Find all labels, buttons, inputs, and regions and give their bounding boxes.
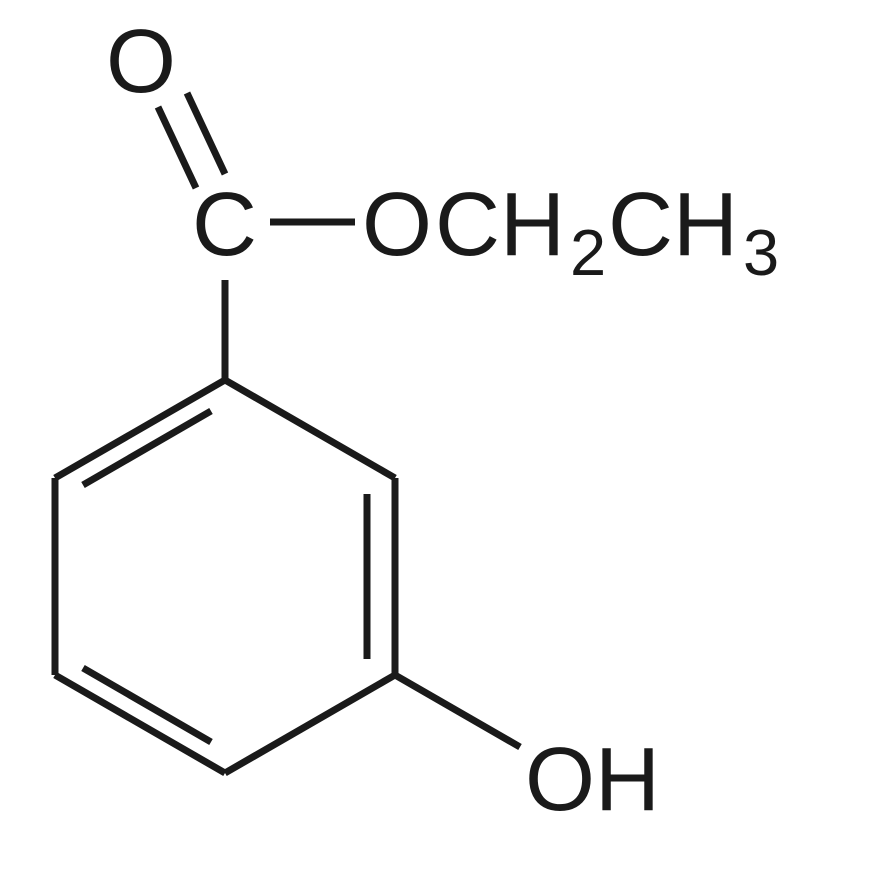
atom-ch2: CH: [435, 175, 565, 275]
bond-to-oh: [395, 675, 520, 747]
atom-ch3-sub: 3: [743, 216, 779, 289]
atom-ch2-sub: 2: [570, 216, 606, 289]
atom-o-carbonyl: O: [106, 12, 176, 112]
bond-ring-6a: [55, 380, 225, 478]
bond-ring-3: [225, 675, 395, 773]
atom-o-ester: O: [362, 175, 432, 275]
atom-oh: OH: [525, 730, 660, 830]
chemical-structure-svg: O C O CH 2 CH 3 OH: [0, 0, 890, 890]
atom-ch3: CH: [608, 175, 738, 275]
atom-c-carbonyl: C: [192, 175, 257, 275]
bond-ring-4a: [55, 675, 225, 773]
bond-ring-1: [225, 380, 395, 478]
bond-carbonyl-2: [187, 93, 225, 174]
bond-carbonyl-1: [158, 107, 196, 188]
